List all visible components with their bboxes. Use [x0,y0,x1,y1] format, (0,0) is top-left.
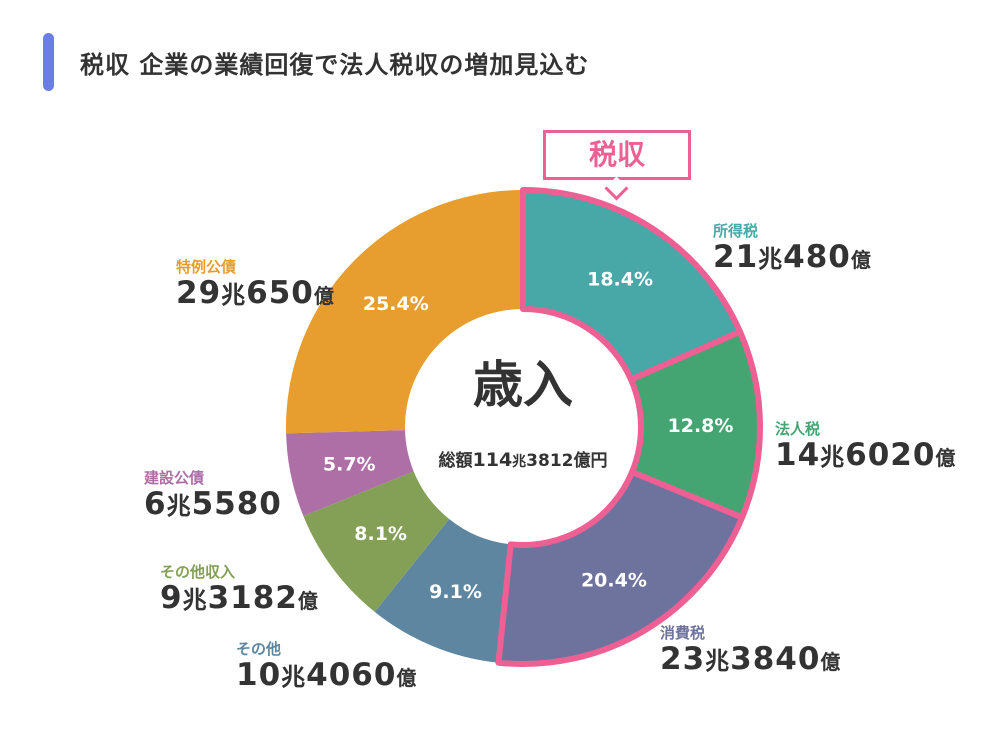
amount-part: 3182 [207,580,298,616]
amount-part: 14 [775,437,821,473]
amount-part: 億 [313,284,335,308]
amount-part: 億 [297,589,319,613]
slice-消費税 [495,469,746,667]
pct-label-建設公債: 5.7% [323,453,376,475]
pct-label-法人税: 12.8% [668,415,734,437]
amount-part: 29 [176,275,222,311]
total-oku: 3812 [526,451,574,471]
amount-part: 650 [246,275,314,311]
pct-label-特例公債: 25.4% [363,293,429,315]
amount-part: 10 [236,657,282,693]
legend-label-その他収入: その他収入 9兆3182億 [160,563,319,618]
total-cho: 114 [472,449,513,471]
slice-その他収入 [303,471,450,612]
amount-part: 兆 [820,443,846,471]
slice-特例公債 [285,190,523,434]
amount-part: 21 [713,239,759,275]
total-unit: 億円 [573,451,608,471]
category-amount: 21兆480億 [713,239,872,275]
center-label: 歳入 [473,356,573,414]
tax-revenue-callout: 税収 [543,130,691,180]
amount-part: 兆 [166,492,192,520]
category-amount: 6兆5580 [144,486,282,522]
amount-part: 4060 [306,657,397,693]
pct-label-消費税: 20.4% [581,569,647,591]
category-name: 消費税 [660,624,706,642]
category-name: その他 [236,640,282,658]
amount-part: 兆 [182,586,208,614]
pct-label-その他: 9.1% [429,581,482,603]
legend-label-消費税: 消費税 23兆3840億 [660,624,841,679]
total-cho-unit: 兆 [512,454,527,470]
category-amount: 10兆4060億 [236,657,417,693]
category-name: 建設公債 [144,469,205,487]
category-name: 特例公債 [176,258,237,276]
center-total: 総額114兆3812億円 [405,446,641,471]
amount-part: 6 [144,486,167,522]
amount-part: 億 [935,446,957,470]
legend-label-特例公債: 特例公債 29兆650億 [176,258,335,313]
category-name: 所得税 [713,222,759,240]
legend-label-所得税: 所得税 21兆480億 [713,222,872,277]
amount-part: 23 [660,641,706,677]
amount-part: 6020 [845,437,936,473]
legend-label-建設公債: 建設公債 6兆5580 [144,469,282,523]
category-name: 法人税 [775,420,821,438]
pct-label-所得税: 18.4% [587,268,653,290]
category-amount: 14兆6020億 [775,437,956,473]
slice-その他 [374,519,511,663]
legend-label-法人税: 法人税 14兆6020億 [775,420,956,475]
title-accent-bar [43,33,54,91]
category-name: その他収入 [160,563,236,581]
slice-建設公債 [286,430,414,517]
amount-part: 億 [850,248,872,272]
category-amount: 29兆650億 [176,275,335,311]
amount-part: 億 [396,666,418,690]
amount-part: 億 [820,650,842,674]
category-amount: 23兆3840億 [660,641,841,677]
amount-part: 兆 [281,663,307,691]
legend-label-その他: その他 10兆4060億 [236,640,417,695]
amount-part: 兆 [758,245,784,273]
amount-part: 9 [160,580,183,616]
pct-label-その他収入: 8.1% [354,523,407,545]
slice-所得税 [520,187,744,383]
amount-part: 480 [783,239,851,275]
amount-part: 3840 [730,641,821,677]
amount-part: 兆 [221,281,247,309]
amount-part: 5580 [191,486,282,522]
category-amount: 9兆3182億 [160,580,319,616]
amount-part: 兆 [705,647,731,675]
page-title: 税収 企業の業績回復で法人税収の増加見込む [80,51,590,79]
total-prefix: 総額 [438,451,473,471]
